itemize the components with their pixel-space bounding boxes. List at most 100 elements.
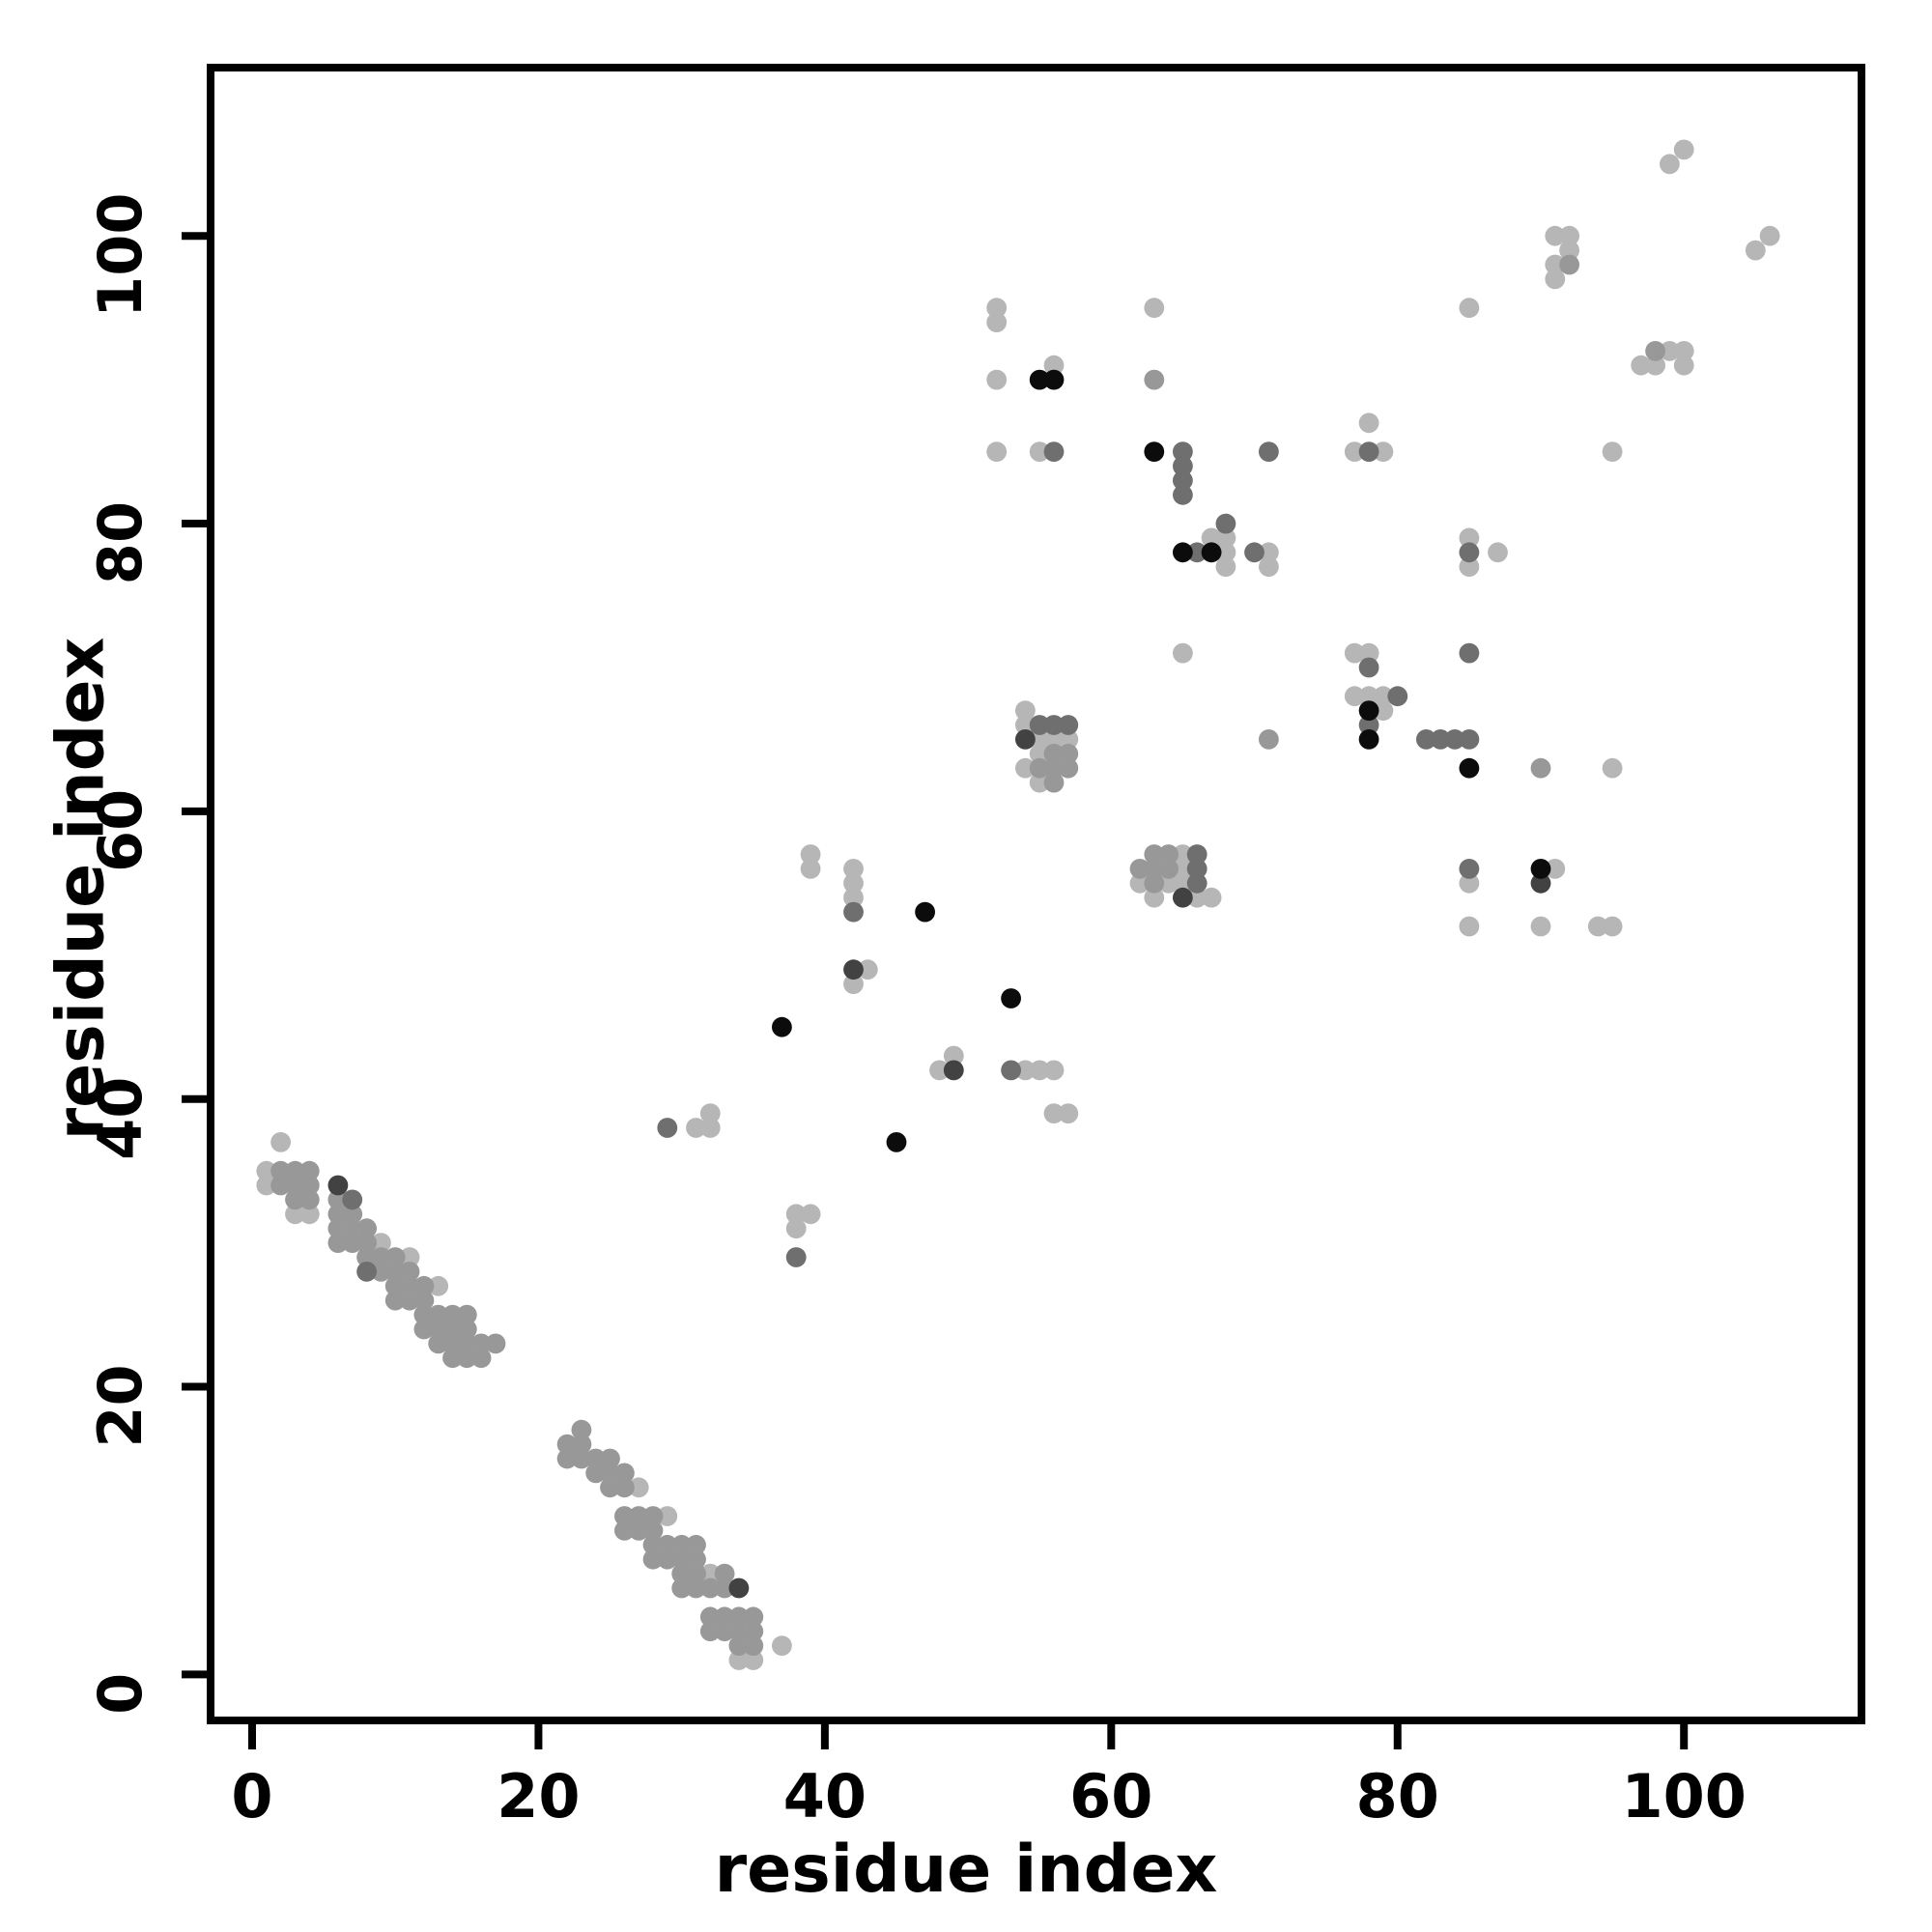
x-axis-title: residue index bbox=[714, 1832, 1218, 1908]
data-point bbox=[1201, 542, 1222, 563]
data-point bbox=[642, 1506, 664, 1526]
data-point bbox=[600, 1463, 620, 1484]
data-point bbox=[800, 844, 821, 865]
data-point bbox=[1173, 859, 1193, 879]
data-point bbox=[1186, 872, 1208, 894]
data-point bbox=[327, 1175, 349, 1196]
data-point bbox=[1186, 542, 1208, 563]
data-point bbox=[356, 1218, 377, 1239]
data-point bbox=[1559, 240, 1579, 261]
data-point bbox=[1259, 441, 1279, 462]
data-point bbox=[657, 1118, 678, 1138]
data-point bbox=[1043, 757, 1065, 779]
data-point bbox=[1602, 916, 1623, 937]
data-point bbox=[456, 1319, 477, 1340]
data-point bbox=[642, 1548, 664, 1570]
data-point bbox=[384, 1262, 406, 1282]
data-point bbox=[1759, 225, 1780, 246]
data-point bbox=[929, 1060, 950, 1081]
data-point bbox=[1058, 1103, 1079, 1123]
data-point bbox=[1545, 225, 1566, 246]
data-point bbox=[442, 1319, 463, 1340]
data-point bbox=[1530, 859, 1551, 879]
data-point bbox=[1029, 757, 1050, 779]
data-point bbox=[428, 1319, 449, 1340]
data-point bbox=[886, 1132, 907, 1152]
data-point bbox=[327, 1218, 349, 1239]
plot-border bbox=[207, 64, 1865, 1724]
data-point bbox=[1530, 872, 1551, 894]
data-point bbox=[1358, 412, 1379, 434]
data-point bbox=[1043, 1103, 1065, 1123]
data-point bbox=[1645, 355, 1665, 376]
data-point bbox=[1015, 700, 1036, 721]
data-point bbox=[657, 1548, 678, 1570]
data-point bbox=[285, 1189, 305, 1210]
data-point bbox=[614, 1477, 635, 1498]
data-point bbox=[1173, 441, 1193, 462]
x-axis-ticks: 0 20 40 60 80 100 bbox=[231, 1720, 1747, 1832]
data-point bbox=[943, 1060, 964, 1081]
data-point bbox=[1029, 715, 1050, 735]
data-point bbox=[1201, 527, 1222, 549]
data-point bbox=[1173, 844, 1193, 865]
data-point bbox=[1158, 859, 1179, 879]
data-point bbox=[1215, 542, 1236, 563]
x-tick-label: 60 bbox=[1069, 1761, 1152, 1832]
data-point bbox=[356, 1233, 377, 1253]
data-point bbox=[785, 1247, 807, 1267]
data-point bbox=[600, 1477, 620, 1498]
data-point bbox=[686, 1118, 706, 1138]
data-point bbox=[1358, 657, 1379, 678]
data-point bbox=[1602, 441, 1623, 462]
data-point bbox=[456, 1348, 477, 1369]
data-point bbox=[1530, 916, 1551, 937]
data-point bbox=[843, 872, 864, 894]
data-point bbox=[857, 959, 878, 980]
data-point bbox=[1745, 240, 1766, 261]
data-point bbox=[800, 1204, 821, 1225]
data-point bbox=[1530, 757, 1551, 779]
data-point bbox=[1001, 988, 1021, 1009]
data-point bbox=[384, 1275, 406, 1296]
data-point bbox=[1358, 700, 1379, 721]
data-point bbox=[384, 1247, 406, 1267]
y-tick-label: 100 bbox=[85, 193, 156, 318]
data-point bbox=[699, 1606, 721, 1628]
data-point bbox=[743, 1621, 764, 1642]
x-tick-label: 0 bbox=[231, 1761, 272, 1832]
data-point bbox=[1587, 916, 1608, 937]
data-point bbox=[442, 1333, 463, 1354]
data-point bbox=[686, 1548, 706, 1570]
data-point bbox=[1173, 642, 1193, 664]
data-point bbox=[1645, 341, 1665, 361]
data-point bbox=[628, 1520, 649, 1541]
data-point bbox=[642, 1534, 664, 1555]
data-point bbox=[285, 1175, 305, 1196]
y-axis-title: residue index bbox=[43, 637, 120, 1141]
data-point bbox=[1358, 441, 1379, 462]
data-point bbox=[986, 312, 1008, 332]
data-point bbox=[699, 1621, 721, 1642]
data-point bbox=[657, 1534, 678, 1555]
data-point bbox=[1043, 772, 1065, 793]
data-point bbox=[1144, 859, 1165, 879]
data-point bbox=[442, 1304, 463, 1325]
data-point bbox=[772, 1635, 792, 1656]
data-point bbox=[1444, 729, 1465, 750]
data-point bbox=[1215, 513, 1236, 534]
data-point bbox=[485, 1333, 506, 1354]
data-point bbox=[743, 1635, 764, 1656]
data-point bbox=[1173, 470, 1193, 491]
data-point bbox=[585, 1463, 607, 1484]
data-point bbox=[1129, 872, 1151, 894]
y-tick-label: 80 bbox=[85, 501, 156, 584]
data-point bbox=[1358, 642, 1379, 664]
data-point bbox=[1344, 441, 1365, 462]
data-point bbox=[1244, 542, 1264, 563]
data-point bbox=[1186, 859, 1208, 879]
data-point bbox=[1001, 1060, 1021, 1081]
data-point bbox=[556, 1448, 578, 1469]
data-point bbox=[1144, 887, 1165, 908]
